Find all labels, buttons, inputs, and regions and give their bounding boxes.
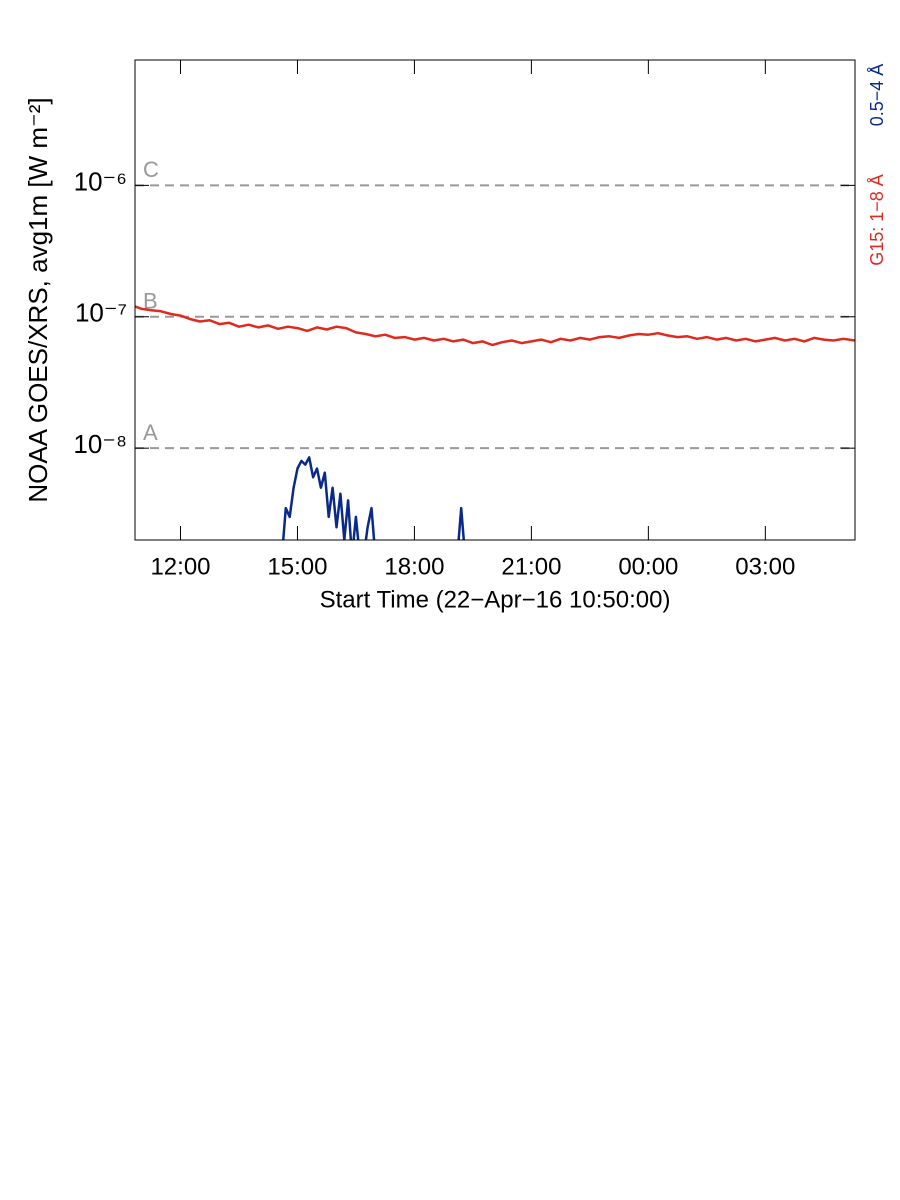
x-tick-label: 12:00 xyxy=(150,553,210,580)
x-tick-label: 21:00 xyxy=(501,553,561,580)
thresholds: A B C xyxy=(135,157,855,450)
y-tick-label: 10⁻⁶ xyxy=(74,166,127,196)
y-axis-title: NOAA GOES/XRS, avg1m [W m⁻²] xyxy=(23,97,53,502)
threshold-label: B xyxy=(143,289,158,314)
legend-entry: 0.5−4 Å xyxy=(867,64,887,127)
threshold-label: A xyxy=(143,420,158,445)
x-tick-label: 15:00 xyxy=(267,553,327,580)
y-tick-label: 10⁻⁷ xyxy=(75,298,127,328)
x-tick-label: 03:00 xyxy=(735,553,795,580)
threshold-label: C xyxy=(143,157,159,182)
x-tick-label: 18:00 xyxy=(384,553,444,580)
x-axis-title: Start Time (22−Apr−16 10:50:00) xyxy=(320,586,671,613)
x-tick-label: 00:00 xyxy=(618,553,678,580)
plot-frame xyxy=(134,59,856,541)
plot-lines xyxy=(135,305,855,540)
y-tick-label: 10⁻⁸ xyxy=(73,429,127,459)
series-line xyxy=(281,456,466,540)
series-line xyxy=(135,305,855,347)
legend-entry: G15: 1−8 Å xyxy=(867,174,887,266)
